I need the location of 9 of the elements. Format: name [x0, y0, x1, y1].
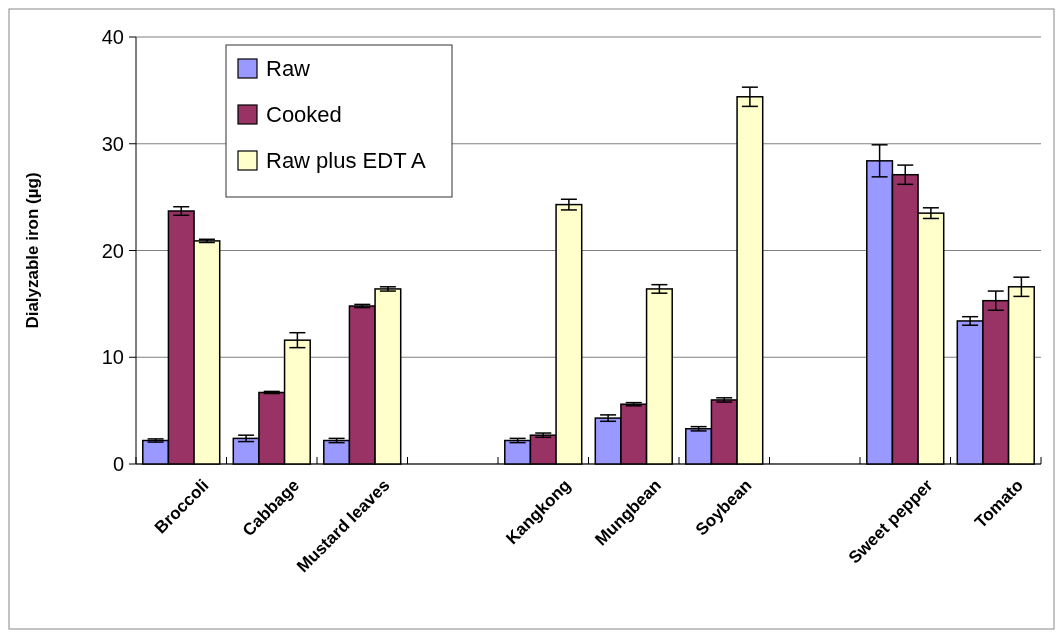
legend-label: Cooked — [266, 101, 342, 127]
y-tick-label: 30 — [101, 132, 124, 155]
y-axis-title: Dialyzable iron (µg) — [23, 172, 42, 329]
y-tick-label: 0 — [112, 453, 124, 475]
y-tick-label: 10 — [101, 346, 124, 369]
legend-label: Raw plus EDT A — [266, 147, 427, 173]
legend-label: Raw — [266, 55, 311, 81]
y-tick-label: 20 — [101, 239, 124, 262]
y-tick-label: 40 — [101, 26, 124, 48]
